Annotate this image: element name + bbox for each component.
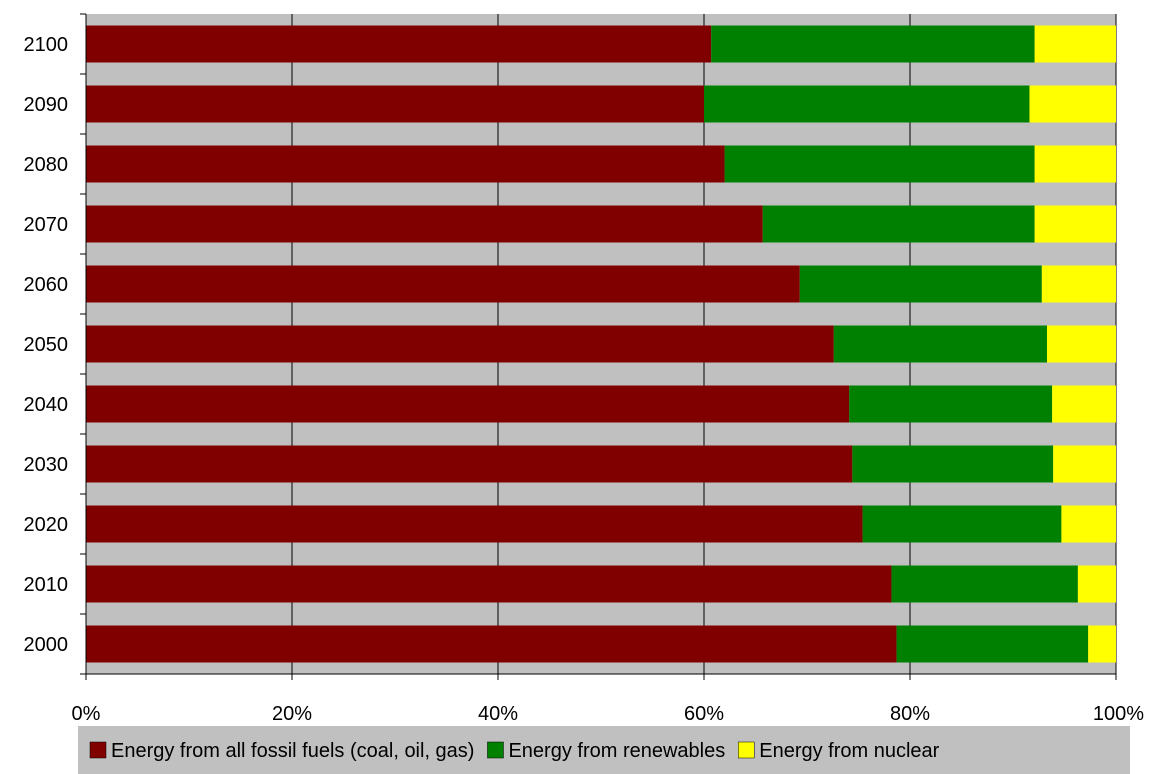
y-tick-label: 2070 xyxy=(24,214,69,236)
bar-2060-series-1 xyxy=(86,265,800,303)
x-tick-label: 0% xyxy=(72,703,101,725)
bar-2030-series-3 xyxy=(1053,445,1116,483)
bar-2030-series-1 xyxy=(86,445,853,483)
x-tick-label: 20% xyxy=(272,703,312,725)
bar-2050-series-3 xyxy=(1046,325,1116,363)
bars xyxy=(86,25,1116,663)
y-tick-label: 2010 xyxy=(24,574,69,596)
bar-2080-series-2 xyxy=(724,145,1035,183)
bar-2020-series-1 xyxy=(86,505,863,543)
legend: Energy from all fossil fuels (coal, oil,… xyxy=(78,726,1130,774)
bar-2060-series-3 xyxy=(1041,265,1116,303)
bar-2090-series-2 xyxy=(704,85,1030,123)
bar-2050-series-1 xyxy=(86,325,834,363)
y-tick-label: 2000 xyxy=(24,634,69,656)
y-tick-label: 2090 xyxy=(24,94,69,116)
x-tick-label: 100% xyxy=(1093,703,1144,725)
bar-2040-series-1 xyxy=(86,385,850,423)
y-tick-label: 2030 xyxy=(24,454,69,476)
bar-2070-series-3 xyxy=(1034,205,1116,243)
bar-2100-series-1 xyxy=(86,25,712,63)
bar-2010-series-1 xyxy=(86,565,892,603)
bar-2080-series-3 xyxy=(1034,145,1116,183)
bar-2040-series-2 xyxy=(849,385,1053,423)
y-tick-label: 2020 xyxy=(24,514,69,536)
bar-2010-series-2 xyxy=(891,565,1078,603)
bar-2030-series-2 xyxy=(852,445,1054,483)
legend-label-series-2: Energy from renewables xyxy=(508,740,725,762)
x-tick-label: 40% xyxy=(478,703,518,725)
legend-swatch-series-1 xyxy=(89,741,107,759)
y-tick-label: 2050 xyxy=(24,334,69,356)
legend-swatch-series-2 xyxy=(487,741,504,759)
bar-2000-series-2 xyxy=(896,625,1089,663)
x-axis: 0% 20% 40% 60% 80% 100% xyxy=(72,673,1144,725)
x-tick-label: 80% xyxy=(890,703,930,725)
legend-label-series-3: Energy from nuclear xyxy=(759,740,939,762)
bar-2020-series-3 xyxy=(1061,505,1116,543)
y-tick-label: 2060 xyxy=(24,274,69,296)
y-tick-label: 2080 xyxy=(24,154,69,176)
bar-2090-series-1 xyxy=(86,85,704,123)
y-tick-label: 2040 xyxy=(24,394,69,416)
bar-2000-series-1 xyxy=(86,625,897,663)
bar-2020-series-2 xyxy=(862,505,1062,543)
x-tick-label: 60% xyxy=(684,703,724,725)
bar-2070-series-1 xyxy=(86,205,763,243)
legend-label-series-1: Energy from all fossil fuels (coal, oil,… xyxy=(111,740,474,762)
y-axis: 2000 2010 2020 2030 2040 2050 2060 2070 2080 2090… xyxy=(24,13,87,675)
bar-2040-series-3 xyxy=(1052,385,1116,423)
bar-2060-series-2 xyxy=(799,265,1042,303)
bar-2010-series-3 xyxy=(1077,565,1116,603)
bar-2050-series-2 xyxy=(833,325,1047,363)
bar-2090-series-3 xyxy=(1029,85,1116,123)
bar-2000-series-3 xyxy=(1088,625,1116,663)
legend-background xyxy=(78,726,1130,774)
y-tick-label: 2100 xyxy=(24,34,69,56)
bar-2100-series-3 xyxy=(1034,25,1116,63)
bar-2100-series-2 xyxy=(711,25,1035,63)
bar-2070-series-2 xyxy=(762,205,1035,243)
legend-swatch-series-3 xyxy=(738,741,755,759)
bar-2080-series-1 xyxy=(86,145,725,183)
